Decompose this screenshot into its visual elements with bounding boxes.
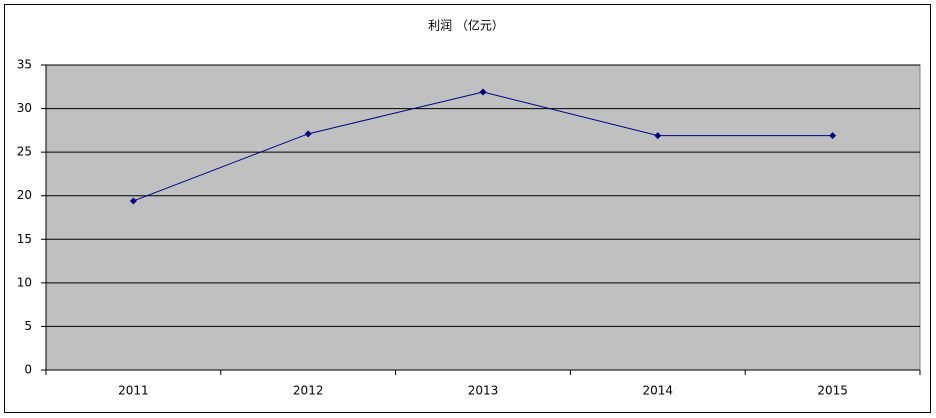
x-tick-label: 2015 xyxy=(817,384,848,398)
y-tick-label: 30 xyxy=(17,101,32,115)
x-tick-label: 2011 xyxy=(118,384,149,398)
marker xyxy=(479,88,487,96)
y-tick-label: 20 xyxy=(17,188,32,202)
y-tick-label: 35 xyxy=(17,58,32,72)
y-tick-label: 15 xyxy=(17,232,32,246)
marker xyxy=(654,132,662,140)
y-tick-label: 25 xyxy=(17,145,32,159)
marker xyxy=(129,197,137,205)
chart-title: 利润 （亿元） xyxy=(428,18,504,33)
y-tick-label: 5 xyxy=(24,319,32,333)
marker xyxy=(304,130,312,138)
y-tick-label: 10 xyxy=(17,275,32,289)
plot-area xyxy=(45,64,921,371)
x-tick-label: 2013 xyxy=(468,384,499,398)
y-tick-label: 0 xyxy=(24,363,32,377)
x-tick-label: 2012 xyxy=(293,384,324,398)
x-tick-label: 2014 xyxy=(643,384,674,398)
marker xyxy=(829,132,837,140)
